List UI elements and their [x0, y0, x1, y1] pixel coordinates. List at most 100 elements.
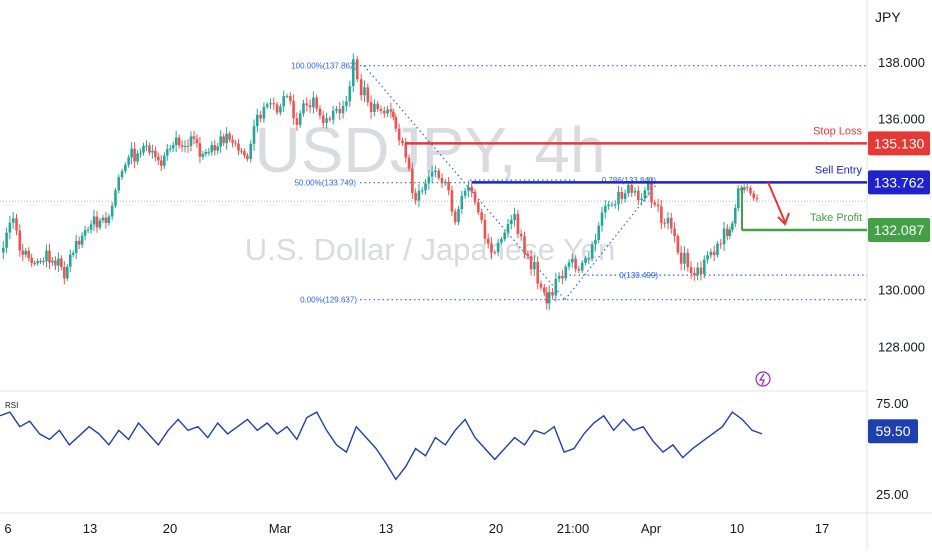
candle-body — [243, 151, 246, 156]
candle-body — [183, 146, 187, 148]
candle-body — [312, 97, 315, 108]
candle-body — [574, 258, 577, 269]
candle-body — [63, 267, 66, 279]
candle-body — [539, 283, 543, 288]
candle-body — [379, 109, 383, 111]
candle-body — [335, 108, 338, 111]
candle-body — [506, 224, 510, 233]
candle-body — [275, 104, 279, 113]
candle-body — [434, 170, 437, 173]
candle-body — [503, 232, 507, 240]
candle-body — [136, 153, 139, 162]
candle-body — [168, 148, 172, 150]
level-price-label: 132.087 — [874, 222, 925, 238]
candle-body — [706, 255, 709, 260]
candle-body — [33, 262, 36, 264]
candle-body — [249, 143, 253, 160]
candle-body — [663, 222, 666, 224]
candle-body — [392, 111, 395, 118]
candle-body — [726, 228, 729, 236]
candle-body — [74, 240, 78, 253]
candle-body — [728, 229, 732, 236]
candle-body — [234, 142, 237, 144]
candle-body — [580, 262, 584, 271]
candle-body — [98, 220, 102, 228]
candle-body — [693, 273, 696, 276]
candle-body — [145, 145, 148, 147]
candle-body — [21, 250, 25, 255]
candle-body — [302, 103, 305, 114]
candle-body — [597, 225, 601, 241]
candle-body — [457, 209, 460, 223]
candle-body — [523, 236, 526, 254]
time-tick-label: 6 — [4, 521, 11, 536]
candle-body — [477, 202, 480, 213]
candle-body — [231, 139, 234, 143]
candle-body — [373, 103, 376, 113]
candle-body — [623, 193, 627, 199]
level-price-badge — [868, 217, 930, 242]
level-name: Sell Entry — [815, 164, 863, 176]
candle-body — [18, 230, 22, 251]
candle-body — [130, 148, 133, 158]
candle-body — [198, 143, 202, 157]
candle-body — [282, 96, 285, 107]
time-tick-label: Apr — [641, 521, 662, 536]
trade-levels: Stop Loss 135.130 Sell Entry 133.762 Take Pr… — [0, 125, 930, 242]
fib-level-label: 50.00%(133.749) — [295, 179, 357, 188]
candle-body — [630, 184, 634, 193]
candle-body — [752, 193, 756, 199]
candle-body — [430, 172, 434, 177]
time-tick-label: 20 — [163, 521, 177, 536]
candle-body — [180, 145, 184, 147]
candle-body — [192, 136, 196, 139]
candle-body — [315, 97, 318, 109]
candle-body — [404, 143, 408, 158]
candle-body — [519, 233, 523, 237]
candle-body — [584, 258, 587, 263]
candle-body — [157, 156, 160, 161]
rsi-label: RSI — [5, 401, 18, 410]
watermark-title: USDJPY, 4h — [255, 114, 606, 186]
alert-icon[interactable] — [755, 371, 771, 387]
candle-body — [516, 214, 520, 234]
candle-body — [513, 214, 516, 221]
time-tick-label: 20 — [489, 521, 503, 536]
candle-body — [308, 105, 312, 108]
candle-body — [366, 87, 370, 103]
candle-body — [80, 235, 84, 245]
candle-body — [171, 145, 175, 149]
candle-body — [607, 204, 610, 207]
candle-body — [646, 183, 650, 191]
candle-body — [571, 258, 574, 263]
candle-body — [15, 218, 18, 231]
rsi-tick-label: 25.00 — [876, 487, 909, 502]
candle-body — [101, 217, 105, 221]
candle-body — [51, 260, 54, 263]
candle-body — [351, 59, 355, 87]
candle-body — [447, 181, 450, 191]
candle-body — [165, 149, 169, 156]
candle-body — [533, 261, 536, 270]
candle-body — [228, 133, 231, 140]
candle-body — [240, 150, 243, 152]
candle-body — [148, 145, 151, 153]
candle-body — [536, 261, 539, 284]
candle-body — [204, 151, 208, 155]
candle-body — [394, 117, 398, 129]
candle-body — [207, 151, 211, 153]
candle-body — [587, 258, 591, 260]
candle-body — [696, 267, 699, 276]
candle-body — [259, 114, 262, 119]
candle-body — [262, 106, 266, 119]
candle-body — [686, 252, 690, 268]
candle-body — [110, 205, 114, 217]
candle-body — [742, 187, 746, 190]
candle-body — [567, 262, 571, 267]
candle-body — [561, 275, 564, 279]
candle-body — [139, 152, 142, 154]
level-price-label: 135.130 — [874, 135, 925, 151]
candle-body — [382, 110, 386, 114]
